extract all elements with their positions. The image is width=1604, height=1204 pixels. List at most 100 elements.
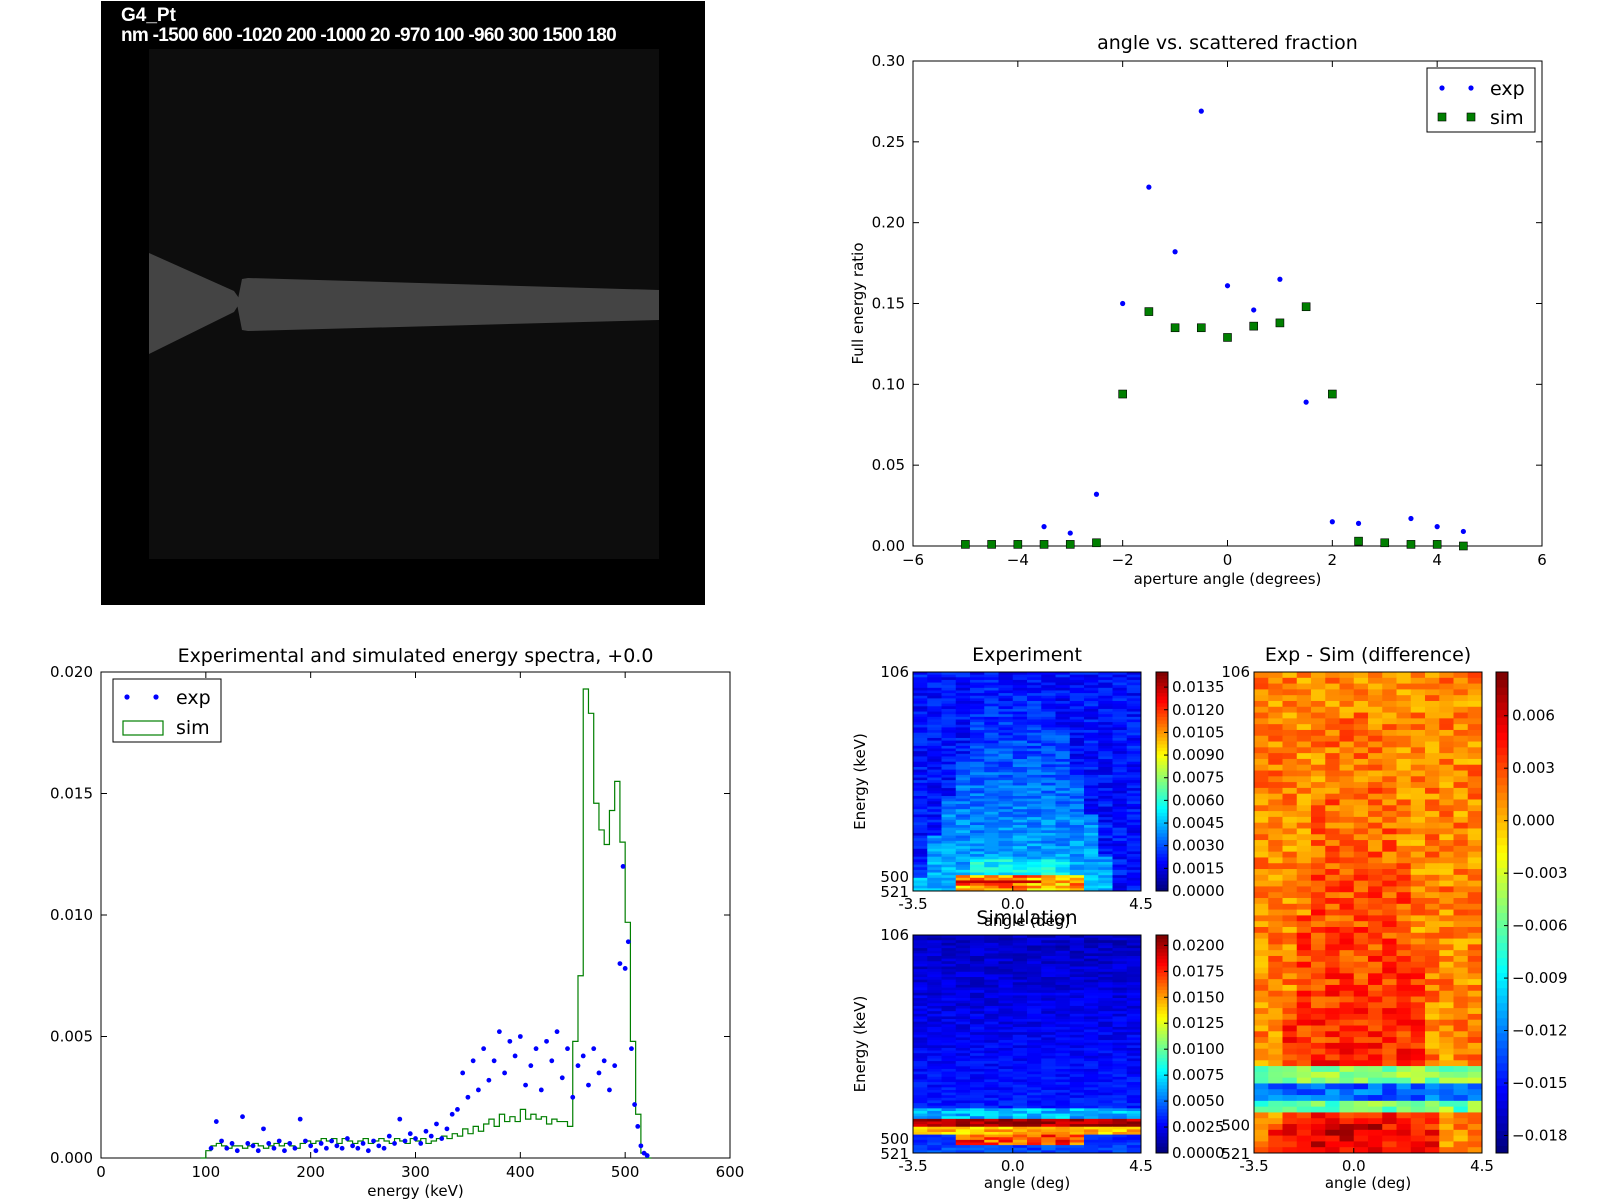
heatmap-simulation-cell bbox=[927, 935, 942, 939]
heatmap-difference-cell bbox=[1382, 799, 1397, 806]
heatmap-simulation-cell bbox=[1012, 1016, 1028, 1020]
heatmap-difference-cell bbox=[1254, 886, 1269, 893]
chart2-ytick-label: 0.020 bbox=[50, 663, 93, 681]
heatmap-experiment-cell bbox=[1055, 848, 1071, 852]
heatmap-simulation-cell bbox=[1084, 992, 1099, 996]
heatmap-experiment-cell bbox=[927, 861, 942, 866]
heatmap-experiment-cell bbox=[913, 832, 928, 836]
heatmap-experiment-cell bbox=[1084, 740, 1099, 744]
heatmap-difference-cell bbox=[1325, 1002, 1340, 1009]
heatmap-difference-cell bbox=[1325, 828, 1340, 835]
heatmap-difference-cell bbox=[1353, 1095, 1369, 1102]
heatmap-difference-cell bbox=[1268, 955, 1283, 963]
heatmap-simulation-cell bbox=[1041, 1092, 1056, 1096]
heatmap-experiment-cell bbox=[1098, 693, 1113, 697]
heatmap-difference-colorbar-step bbox=[1496, 829, 1508, 838]
heatmap-difference-cell bbox=[1311, 892, 1326, 899]
heatmap-simulation-cell bbox=[1084, 969, 1099, 973]
heatmap-experiment-cell bbox=[1012, 854, 1028, 858]
heatmap-difference-cell bbox=[1453, 695, 1469, 702]
heatmap-simulation-cell bbox=[1041, 1047, 1056, 1051]
heatmap-simulation-cell bbox=[1055, 977, 1071, 981]
heatmap-simulation-cell bbox=[970, 982, 985, 986]
heatmap-simulation-cell bbox=[941, 1103, 957, 1107]
heatmap-simulation-cell bbox=[984, 1126, 999, 1130]
heatmap-simulation-cell bbox=[1098, 987, 1113, 991]
heatmap-difference-cell bbox=[1396, 955, 1412, 963]
heatmap-experiment-cell bbox=[1055, 706, 1071, 710]
heatmap-difference-cell bbox=[1311, 1054, 1326, 1061]
heatmap-simulation-cell bbox=[1027, 1074, 1042, 1078]
heatmap-simulation-cell bbox=[1055, 940, 1071, 944]
heatmap-simulation-cell bbox=[941, 982, 957, 986]
heatmap-simulation-cell bbox=[1126, 1092, 1142, 1096]
heatmap-experiment-cell bbox=[1084, 674, 1099, 678]
heatmap-experiment-cell bbox=[1098, 798, 1113, 802]
heatmap-simulation-colorbar-step bbox=[1156, 972, 1168, 977]
heatmap-simulation-cell bbox=[1112, 1011, 1128, 1015]
heatmap-simulation-cell bbox=[1069, 1061, 1085, 1065]
heatmap-experiment-cell bbox=[927, 782, 942, 786]
heatmap-difference-cell bbox=[1410, 724, 1426, 731]
heatmap-difference-cell bbox=[1268, 1089, 1283, 1096]
heatmap-simulation-cell bbox=[927, 1047, 942, 1051]
heatmap-difference-cell bbox=[1425, 1037, 1440, 1044]
heatmap-simulation-cell bbox=[1112, 940, 1128, 944]
heatmap-experiment-cell bbox=[1012, 714, 1028, 718]
heatmap-simulation-cell bbox=[1027, 984, 1042, 988]
heatmap-difference-cell bbox=[1296, 880, 1312, 887]
heatmap-difference-colorbar-label: −0.012 bbox=[1512, 1022, 1568, 1040]
heatmap-experiment-cell bbox=[1041, 701, 1056, 705]
heatmap-experiment-cell bbox=[913, 756, 928, 760]
heatmap-experiment-cell bbox=[927, 880, 942, 884]
heatmap-simulation-cell bbox=[1027, 998, 1042, 1002]
heatmap-simulation-cell bbox=[1069, 1124, 1085, 1128]
heatmap-difference-colorbar-label: −0.009 bbox=[1512, 969, 1568, 987]
heatmap-simulation-cell bbox=[1126, 1147, 1142, 1151]
heatmap-experiment-cell bbox=[1069, 846, 1085, 850]
heatmap-simulation-cell bbox=[1126, 1082, 1142, 1086]
heatmap-simulation-cell bbox=[1098, 948, 1113, 952]
heatmap-difference-cell bbox=[1396, 793, 1412, 800]
heatmap-simulation-cell bbox=[1055, 1087, 1071, 1091]
heatmap-simulation-cell bbox=[998, 1032, 1014, 1036]
heatmap-simulation-cell bbox=[1041, 1124, 1056, 1128]
heatmap-simulation-colorbar-step bbox=[1156, 982, 1168, 987]
heatmap-experiment-cell bbox=[1012, 817, 1028, 821]
heatmap-experiment-cell bbox=[1041, 840, 1056, 844]
heatmap-experiment-cell bbox=[1112, 745, 1128, 749]
heatmap-difference-cell bbox=[1410, 990, 1426, 997]
heatmap-experiment-cell bbox=[1027, 737, 1042, 741]
heatmap-simulation-cell bbox=[913, 1100, 928, 1104]
heatmap-experiment-cell bbox=[1069, 719, 1085, 723]
heatmap-simulation-cell bbox=[1112, 1108, 1128, 1112]
heatmap-simulation-cell bbox=[1098, 966, 1113, 970]
heatmap-simulation-cell bbox=[941, 953, 957, 957]
heatmap-experiment-cell bbox=[927, 719, 942, 723]
heatmap-experiment-cell bbox=[998, 727, 1014, 731]
heatmap-experiment-cell bbox=[1012, 674, 1028, 678]
heatmap-difference-cell bbox=[1282, 996, 1298, 1003]
heatmap-difference-cell bbox=[1325, 915, 1340, 922]
heatmap-difference-cell bbox=[1439, 1071, 1454, 1079]
heatmap-difference-cell bbox=[1254, 1083, 1269, 1090]
heatmap-experiment-cell bbox=[1069, 856, 1085, 860]
heatmap-experiment-cell bbox=[955, 790, 971, 794]
heatmap-experiment-cell bbox=[913, 856, 928, 860]
heatmap-experiment-cell bbox=[1055, 877, 1071, 881]
heatmap-experiment-cell bbox=[984, 764, 999, 768]
heatmap-difference-cell bbox=[1339, 990, 1355, 997]
heatmap-simulation-cell bbox=[970, 1021, 985, 1025]
heatmap-simulation-cell bbox=[1055, 1129, 1071, 1133]
heatmap-simulation-cell bbox=[970, 1139, 985, 1143]
heatmap-difference-cell bbox=[1311, 874, 1326, 882]
heatmap-experiment-cell bbox=[1069, 766, 1085, 771]
heatmap-experiment-colorbar-step bbox=[1156, 713, 1168, 717]
heatmap-difference-cell bbox=[1382, 1042, 1397, 1050]
heatmap-experiment-cell bbox=[913, 819, 928, 823]
heatmap-experiment-cell bbox=[913, 869, 928, 873]
heatmap-difference-cell bbox=[1410, 1060, 1426, 1067]
heatmap-difference-cell bbox=[1353, 1129, 1369, 1137]
heatmap-simulation-cell bbox=[913, 1097, 928, 1101]
heatmap-experiment-cell bbox=[927, 730, 942, 734]
